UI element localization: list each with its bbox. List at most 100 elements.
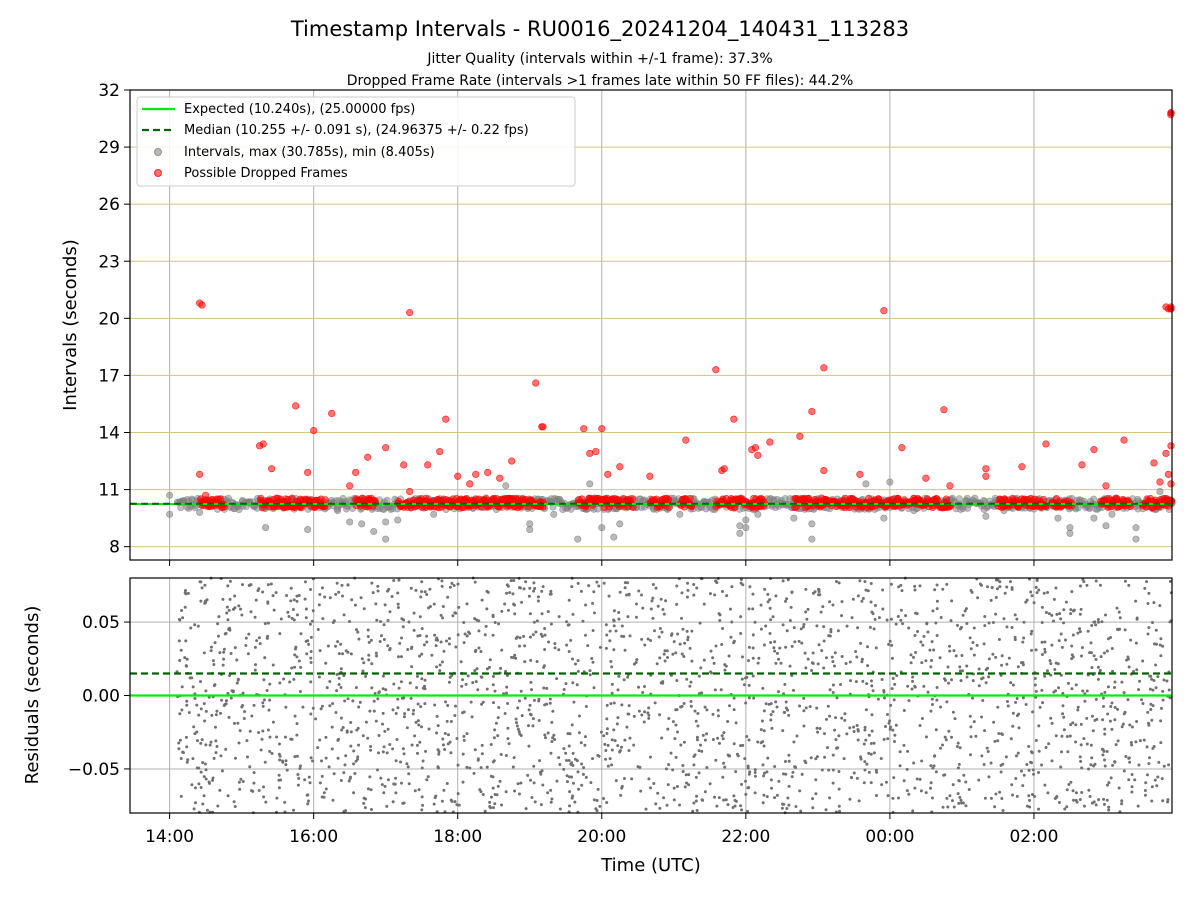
residual-point — [386, 778, 390, 782]
residual-point — [788, 618, 792, 622]
dropped-frame-point — [751, 444, 760, 452]
residual-point — [674, 651, 678, 655]
residual-point — [1155, 784, 1159, 788]
residual-point — [1068, 734, 1072, 738]
residual-point — [392, 682, 396, 686]
residual-point — [453, 713, 457, 717]
residual-point — [1113, 705, 1117, 709]
residual-point — [536, 599, 540, 603]
residual-point — [528, 703, 532, 707]
dropped-frame-point — [508, 457, 516, 465]
residual-point — [257, 636, 261, 640]
residual-point — [617, 617, 621, 621]
legend-median: Median (10.255 +/- 0.091 s), (24.96375 +… — [184, 123, 529, 138]
residual-point — [467, 630, 471, 634]
residual-point — [454, 611, 458, 615]
residual-point — [428, 605, 432, 609]
residual-point — [652, 781, 656, 785]
residual-point — [637, 709, 641, 713]
residual-point — [786, 796, 790, 800]
residual-point — [784, 599, 788, 603]
residual-point — [765, 795, 769, 799]
residual-point — [492, 736, 496, 740]
residual-point — [896, 796, 900, 800]
residual-point — [478, 788, 482, 792]
residual-point — [790, 775, 794, 779]
residual-point — [366, 634, 370, 638]
residual-point — [791, 770, 795, 774]
residual-point — [517, 586, 521, 590]
residual-point — [1029, 632, 1033, 636]
dropped-frame-point — [946, 482, 954, 490]
residual-point — [220, 769, 224, 773]
residual-point — [608, 629, 612, 633]
residual-point — [261, 729, 265, 733]
residual-point — [550, 740, 554, 744]
residual-point — [744, 779, 748, 783]
residual-point — [980, 715, 984, 719]
residual-point — [209, 649, 213, 653]
residual-point — [815, 706, 819, 710]
residual-point — [1043, 647, 1047, 651]
residual-point — [328, 596, 332, 600]
residual-point — [975, 643, 979, 647]
residual-point — [773, 764, 777, 768]
residual-point — [1120, 680, 1124, 684]
residual-point — [349, 744, 353, 748]
residual-point — [1050, 759, 1054, 763]
residual-point — [340, 583, 344, 587]
residual-point — [1090, 666, 1094, 670]
residual-point — [399, 781, 403, 785]
residual-point — [202, 794, 206, 798]
residual-point — [1128, 723, 1132, 727]
residual-point — [1097, 620, 1101, 624]
residual-point — [293, 714, 297, 718]
residual-point — [291, 607, 295, 611]
residual-point — [896, 614, 900, 618]
residual-point — [232, 721, 236, 725]
residual-point — [270, 752, 274, 756]
residual-point — [237, 741, 241, 745]
residual-point — [893, 739, 897, 743]
residual-point — [314, 717, 318, 721]
residual-point — [727, 654, 731, 658]
residual-point — [712, 661, 716, 665]
residual-point — [848, 660, 852, 664]
residual-point — [316, 628, 320, 632]
residual-point — [533, 800, 537, 804]
residual-point — [924, 659, 928, 663]
residual-point — [212, 756, 216, 760]
residual-point — [221, 663, 225, 667]
residual-point — [245, 739, 249, 743]
residual-point — [496, 716, 500, 720]
residual-point — [397, 578, 401, 582]
residual-point — [406, 708, 410, 712]
dropped-frame-point — [1090, 446, 1098, 454]
residual-point — [856, 738, 860, 742]
residual-point — [344, 754, 348, 758]
residual-point — [401, 625, 405, 629]
residual-point — [637, 589, 641, 593]
residual-point — [414, 588, 418, 592]
residual-point — [199, 741, 203, 745]
residual-point — [216, 634, 220, 638]
residual-point — [1078, 584, 1082, 588]
residual-point — [485, 607, 489, 611]
residual-point — [751, 646, 755, 650]
residual-point — [379, 776, 383, 780]
residual-point — [1037, 749, 1041, 753]
residual-point — [724, 798, 728, 802]
residual-point — [497, 622, 501, 626]
residual-point — [483, 809, 487, 813]
residual-point — [1056, 662, 1060, 666]
residual-point — [257, 731, 261, 735]
residual-point — [369, 748, 373, 752]
residual-point — [193, 786, 197, 790]
residual-point — [367, 653, 371, 657]
residual-point — [850, 776, 854, 780]
residual-point — [709, 649, 713, 653]
residual-point — [325, 686, 329, 690]
residual-point — [943, 735, 947, 739]
residual-point — [349, 730, 353, 734]
residual-point — [840, 614, 844, 618]
